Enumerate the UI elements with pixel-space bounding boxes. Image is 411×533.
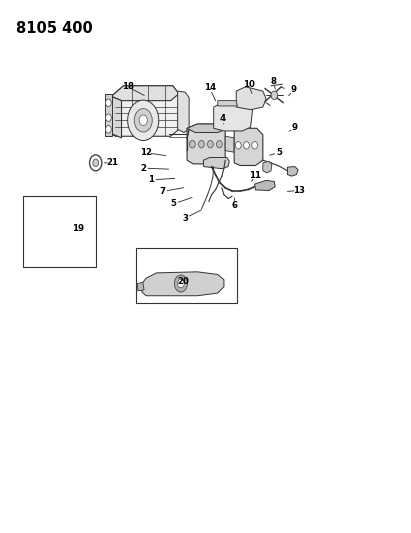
FancyBboxPatch shape [23,196,96,266]
Text: 8: 8 [270,77,276,86]
Polygon shape [187,124,225,164]
Polygon shape [187,124,225,133]
Polygon shape [203,158,229,168]
Text: 4: 4 [220,114,226,123]
Polygon shape [105,94,112,136]
Text: 10: 10 [242,79,254,88]
Polygon shape [287,166,298,176]
Text: 5: 5 [171,199,176,208]
Circle shape [134,109,152,132]
Circle shape [178,279,184,288]
Polygon shape [255,180,275,190]
Text: 9: 9 [292,123,298,132]
Text: 11: 11 [249,171,261,180]
Text: 12: 12 [140,148,152,157]
Text: 5: 5 [276,148,282,157]
Polygon shape [218,101,238,106]
Text: 2: 2 [140,164,146,173]
Text: 3: 3 [182,214,188,223]
Polygon shape [236,87,266,110]
Polygon shape [214,102,253,131]
FancyBboxPatch shape [136,248,238,303]
Circle shape [217,141,222,148]
Circle shape [93,159,99,166]
Text: 13: 13 [293,186,305,195]
Text: 19: 19 [72,224,84,233]
Circle shape [199,141,204,148]
Circle shape [128,100,159,141]
Polygon shape [225,136,234,152]
Circle shape [139,115,147,126]
Polygon shape [141,272,224,296]
Circle shape [244,142,249,149]
Polygon shape [111,86,179,136]
Circle shape [106,99,111,107]
Text: 9: 9 [291,85,297,94]
Circle shape [106,114,111,122]
Text: 18: 18 [122,82,134,91]
Circle shape [236,142,241,149]
Circle shape [189,141,195,148]
Circle shape [174,275,187,292]
Circle shape [271,91,277,100]
Polygon shape [263,161,272,173]
Text: 6: 6 [232,201,238,210]
Circle shape [208,141,213,148]
Text: 14: 14 [203,83,216,92]
Text: 8105 400: 8105 400 [16,21,93,36]
Circle shape [252,142,258,149]
Text: 20: 20 [177,277,189,286]
Polygon shape [111,96,122,138]
Polygon shape [178,91,189,133]
Text: 1: 1 [148,175,155,184]
Circle shape [90,155,102,171]
Polygon shape [111,86,179,101]
Text: 7: 7 [159,187,166,196]
Polygon shape [234,128,263,165]
Polygon shape [137,282,144,291]
Text: 21: 21 [106,158,118,167]
Circle shape [106,126,111,133]
